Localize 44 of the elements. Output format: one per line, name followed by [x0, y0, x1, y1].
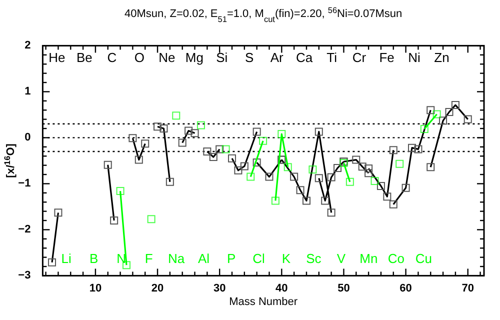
- annotation: Cu: [415, 251, 432, 266]
- y-tick-label: 1: [24, 86, 31, 98]
- annotation: C: [107, 50, 117, 66]
- x-tick-label: 20: [151, 282, 164, 295]
- x-tick-label: 30: [213, 282, 226, 295]
- x-tick-label: 40: [276, 282, 288, 295]
- annotation: S: [245, 50, 254, 66]
- annotation: P: [226, 251, 236, 266]
- annotation: Mn: [360, 251, 378, 266]
- x-tick-label: 70: [462, 282, 474, 295]
- x-tick-label: 10: [89, 282, 102, 295]
- y-tick-label: −1: [18, 178, 31, 190]
- y-tick-label: −2: [18, 224, 31, 236]
- x-tick-label: 60: [400, 282, 412, 295]
- annotation: Zn: [434, 50, 450, 66]
- y-tick-label: 2: [24, 40, 31, 52]
- x-axis-title: Mass Number: [229, 296, 298, 308]
- x-tick-label: 50: [338, 282, 350, 295]
- annotation: Co: [388, 251, 404, 266]
- annotation: F: [144, 251, 153, 266]
- annotation: Li: [61, 251, 72, 266]
- annotation: Ni: [408, 50, 421, 66]
- annotation: N: [116, 251, 126, 266]
- annotation: Ar: [270, 50, 284, 66]
- annotation: He: [48, 50, 66, 66]
- annotation: Sc: [306, 251, 322, 266]
- annotation: Na: [168, 251, 186, 266]
- annotation: B: [90, 251, 98, 266]
- annotation: Al: [198, 251, 210, 266]
- annotation: K: [282, 251, 291, 266]
- annotation: Ti: [326, 50, 338, 66]
- annotation: Ne: [158, 50, 176, 66]
- annotation: Cl: [252, 251, 266, 266]
- y-tick-label: −3: [18, 270, 31, 282]
- annotation: V: [336, 251, 346, 266]
- annotation: Fe: [379, 50, 394, 66]
- annotation: Mg: [185, 50, 204, 66]
- y-tick-label: 0: [24, 132, 31, 144]
- annotation: Si: [216, 50, 228, 66]
- annotation: Ca: [296, 50, 314, 66]
- annotation: Cr: [352, 50, 367, 66]
- chart-title: 40Msun, Z=0.02, E$_{51}$=1.0, M$_{cut}$(fin)=2.20, $^{56}$Ni=0.07Msun: [124, 6, 402, 24]
- annotation: Be: [76, 50, 92, 66]
- annotation: O: [134, 50, 144, 66]
